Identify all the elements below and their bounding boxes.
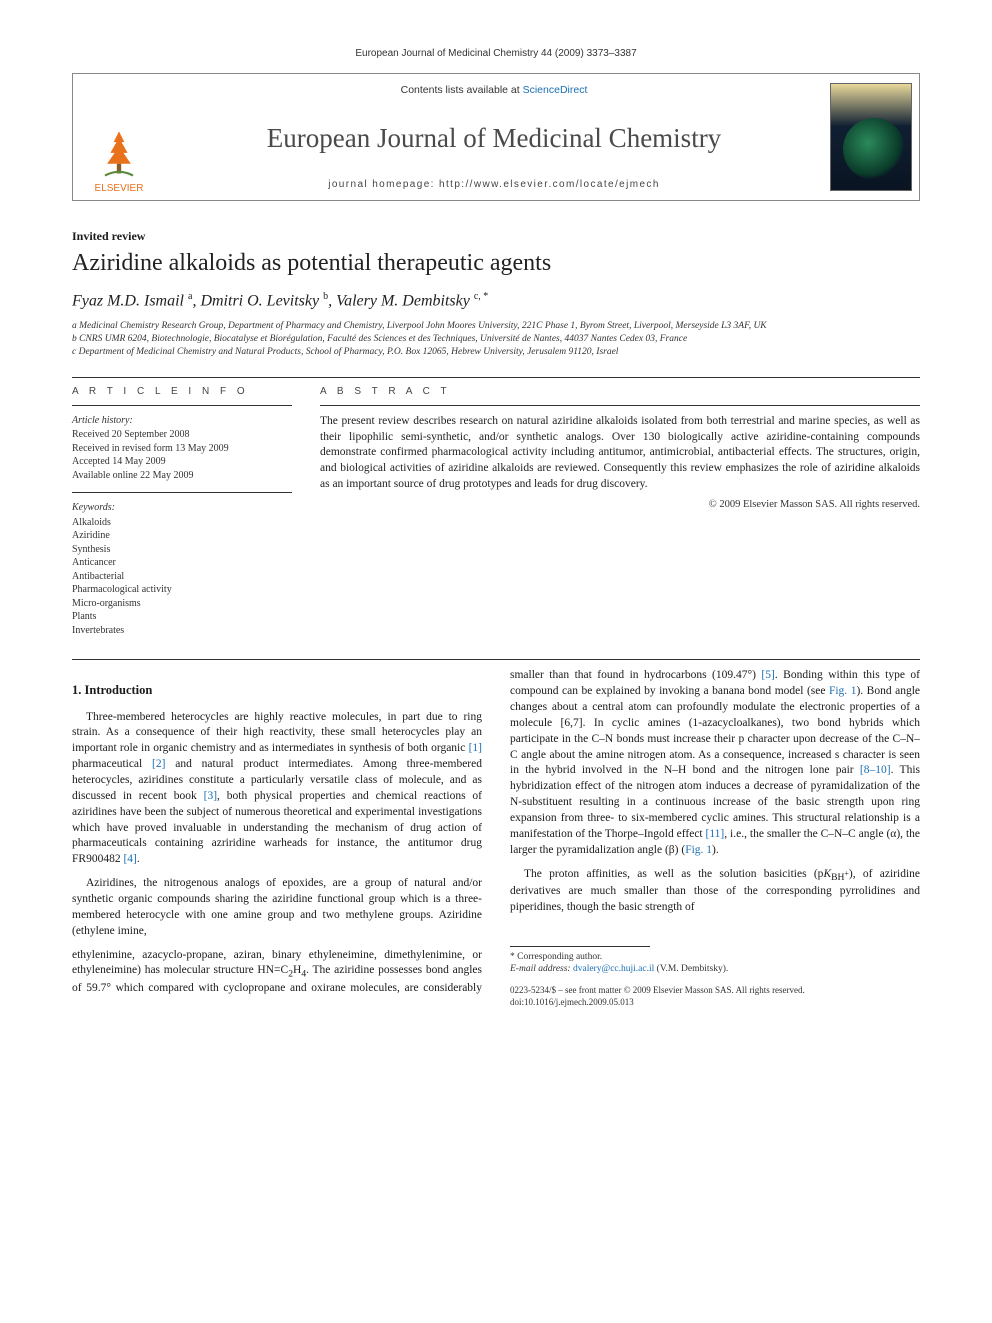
rule-info bbox=[72, 405, 292, 406]
authors-line: Fyaz M.D. Ismail a, Dmitri O. Levitsky b… bbox=[72, 291, 920, 310]
abstract-text: The present review describes research on… bbox=[320, 414, 920, 493]
journal-citation: European Journal of Medicinal Chemistry … bbox=[72, 48, 920, 59]
history-online: Available online 22 May 2009 bbox=[72, 469, 292, 483]
article-info-column: A R T I C L E I N F O Article history: R… bbox=[72, 386, 292, 638]
keyword-item: Synthesis bbox=[72, 543, 292, 557]
affiliation-b: b CNRS UMR 6204, Biotechnologie, Biocata… bbox=[72, 333, 920, 346]
rule-bottom bbox=[72, 659, 920, 660]
contents-prefix: Contents lists available at bbox=[401, 84, 523, 96]
keyword-item: Micro-organisms bbox=[72, 597, 292, 611]
corresponding-author: * Corresponding author. bbox=[510, 951, 920, 963]
sciencedirect-link[interactable]: ScienceDirect bbox=[523, 84, 588, 96]
body-columns: 1. Introduction Three-membered heterocyc… bbox=[72, 668, 920, 1009]
history-received: Received 20 September 2008 bbox=[72, 428, 292, 442]
keyword-item: Antibacterial bbox=[72, 570, 292, 584]
keyword-item: Anticancer bbox=[72, 556, 292, 570]
footnotes: * Corresponding author. E-mail address: … bbox=[510, 951, 920, 976]
keywords-list: AlkaloidsAziridineSynthesisAnticancerAnt… bbox=[72, 516, 292, 638]
abstract-copyright: © 2009 Elsevier Masson SAS. All rights r… bbox=[320, 499, 920, 510]
publisher-block: ELSEVIER bbox=[73, 74, 165, 200]
journal-title: European Journal of Medicinal Chemistry bbox=[173, 123, 815, 154]
contents-available-line: Contents lists available at ScienceDirec… bbox=[173, 84, 815, 96]
doi-line: doi:10.1016/j.ejmech.2009.05.013 bbox=[510, 997, 920, 1009]
footnote-rule bbox=[510, 946, 650, 947]
affiliation-a: a Medicinal Chemistry Research Group, De… bbox=[72, 320, 920, 333]
publisher-label: ELSEVIER bbox=[95, 183, 144, 194]
email-label: E-mail address: bbox=[510, 964, 571, 974]
masthead-center: Contents lists available at ScienceDirec… bbox=[165, 74, 823, 200]
body-p1: Three-membered heterocycles are highly r… bbox=[72, 710, 482, 869]
keyword-item: Pharmacological activity bbox=[72, 583, 292, 597]
email-line: E-mail address: dvalery@cc.huji.ac.il (V… bbox=[510, 963, 920, 975]
keyword-item: Invertebrates bbox=[72, 624, 292, 638]
body-p4: The proton affinities, as well as the so… bbox=[510, 867, 920, 916]
keyword-item: Alkaloids bbox=[72, 516, 292, 530]
affiliations: a Medicinal Chemistry Research Group, De… bbox=[72, 320, 920, 358]
abstract-column: A B S T R A C T The present review descr… bbox=[320, 386, 920, 638]
rule-keywords bbox=[72, 492, 292, 493]
keywords-label: Keywords: bbox=[72, 501, 292, 515]
journal-cover-thumb bbox=[830, 83, 912, 191]
email-person: (V.M. Dembitsky). bbox=[657, 964, 729, 974]
doi-block: 0223-5234/$ – see front matter © 2009 El… bbox=[510, 985, 920, 1008]
history-revised: Received in revised form 13 May 2009 bbox=[72, 442, 292, 456]
history-accepted: Accepted 14 May 2009 bbox=[72, 455, 292, 469]
elsevier-tree-icon bbox=[92, 127, 146, 181]
article-info-heading: A R T I C L E I N F O bbox=[72, 386, 292, 397]
history-label: Article history: bbox=[72, 414, 292, 428]
issn-line: 0223-5234/$ – see front matter © 2009 El… bbox=[510, 985, 920, 997]
homepage-url[interactable]: http://www.elsevier.com/locate/ejmech bbox=[439, 179, 660, 190]
article-title: Aziridine alkaloids as potential therape… bbox=[72, 250, 920, 277]
rule-abstract bbox=[320, 405, 920, 406]
journal-masthead: ELSEVIER Contents lists available at Sci… bbox=[72, 73, 920, 201]
abstract-heading: A B S T R A C T bbox=[320, 386, 920, 397]
keyword-item: Plants bbox=[72, 610, 292, 624]
section-1-heading: 1. Introduction bbox=[72, 682, 482, 699]
homepage-prefix: journal homepage: bbox=[328, 179, 439, 190]
affiliation-c: c Department of Medicinal Chemistry and … bbox=[72, 346, 920, 359]
journal-homepage-line: journal homepage: http://www.elsevier.co… bbox=[173, 179, 815, 190]
email-address[interactable]: dvalery@cc.huji.ac.il bbox=[573, 964, 654, 974]
article-type: Invited review bbox=[72, 229, 920, 244]
masthead-cover bbox=[823, 74, 919, 200]
rule-top bbox=[72, 377, 920, 378]
keyword-item: Aziridine bbox=[72, 529, 292, 543]
body-p2: Aziridines, the nitrogenous analogs of e… bbox=[72, 876, 482, 939]
